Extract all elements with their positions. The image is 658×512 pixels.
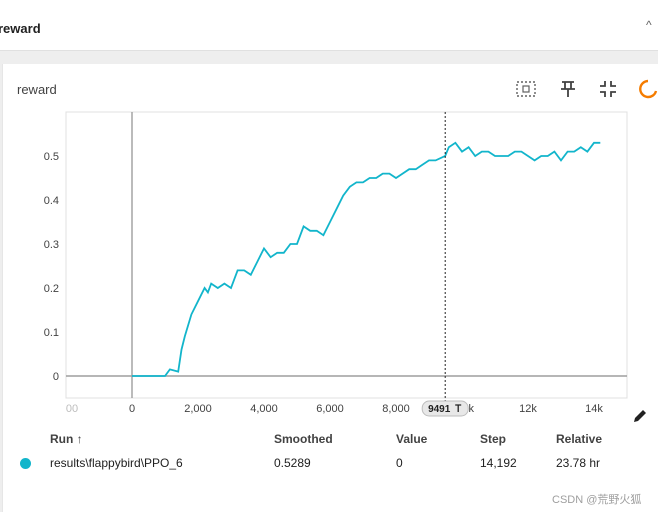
smoothed-series-line — [132, 141, 601, 377]
x-tick-label: 2,000 — [184, 403, 212, 415]
x-tick-label: 0 — [129, 403, 135, 415]
run-relative: 23.78 hr — [556, 456, 601, 470]
y-tick-label: 0.1 — [44, 327, 59, 339]
x-tick-label-clipped: 00 — [66, 403, 78, 415]
y-tick-label: 0.5 — [44, 151, 59, 163]
col-header-relative[interactable]: Relative — [556, 432, 603, 446]
y-tick-label: 0.2 — [44, 283, 59, 295]
cursor-pin-icon — [455, 404, 462, 412]
col-header-step[interactable]: Step — [480, 432, 507, 446]
section-header[interactable]: reward ^ — [0, 0, 658, 51]
x-tick-label: 6,000 — [316, 403, 344, 415]
x-tick-label-clipped: k — [468, 403, 474, 415]
run-color-dot — [20, 458, 31, 469]
watermark: CSDN @荒野火狐 — [552, 494, 642, 506]
col-header-run[interactable]: Run ↑ — [50, 432, 83, 446]
edit-icon[interactable] — [631, 407, 649, 425]
run-smoothed: 0.5289 — [274, 456, 311, 470]
x-tick-label: 14k — [585, 403, 603, 415]
plot-area — [65, 111, 628, 399]
fit-domain-icon[interactable] — [515, 78, 537, 100]
pin-icon[interactable] — [557, 78, 579, 100]
collapse-section-icon[interactable]: ^ — [646, 18, 652, 32]
x-tick-label: 4,000 — [250, 403, 278, 415]
x-tick-label: 12k — [519, 403, 537, 415]
y-tick-label: 0.3 — [44, 239, 59, 251]
run-step: 14,192 — [480, 456, 517, 470]
col-header-smoothed[interactable]: Smoothed — [274, 432, 333, 446]
section-title: reward — [0, 21, 41, 36]
run-name: results\flappybird\PPO_6 — [50, 456, 183, 470]
y-tick-label: 0 — [53, 371, 59, 383]
y-tick-label: 0.4 — [44, 195, 59, 207]
col-header-value[interactable]: Value — [396, 432, 428, 446]
x-tick-label: 8,000 — [382, 403, 410, 415]
run-value: 0 — [396, 456, 403, 470]
step-cursor-label: 9491 — [428, 404, 451, 415]
card-title: reward — [17, 82, 57, 97]
collapse-icon[interactable] — [597, 78, 619, 100]
settings-icon[interactable] — [638, 78, 658, 100]
